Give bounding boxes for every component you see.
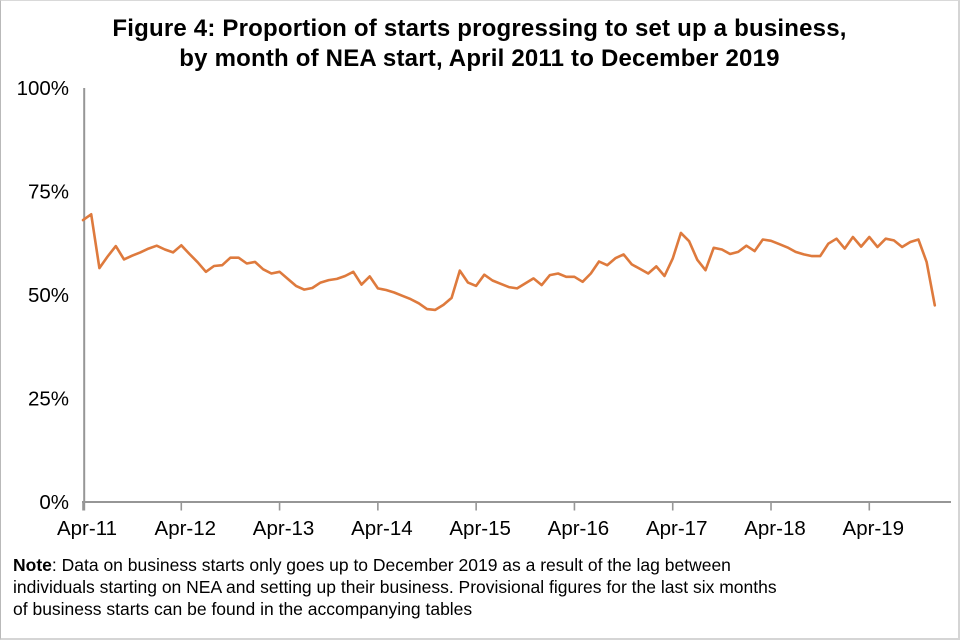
y-tick-label: 0% [39, 491, 69, 514]
chart-title-line2: by month of NEA start, April 2011 to Dec… [179, 45, 780, 72]
x-tick-label: Apr-18 [744, 517, 806, 540]
x-tick-label: Apr-16 [548, 517, 610, 540]
x-tick-label: Apr-14 [351, 517, 413, 540]
data-line-proportion-of-starts [81, 213, 937, 312]
x-tick-label: Apr-11 [57, 517, 117, 540]
y-tick-label: 75% [28, 181, 69, 204]
x-tick-label: Apr-15 [449, 517, 511, 540]
x-tick-label: Apr-19 [843, 517, 905, 540]
y-tick-label: 50% [28, 284, 69, 307]
note-line-2: individuals starting on NEA and setting … [13, 577, 777, 597]
note-line-1: Note: Data on business starts only goes … [13, 554, 777, 576]
x-tick-label: Apr-17 [646, 517, 708, 540]
y-tick-label: 100% [17, 77, 69, 100]
note-line-1-text: : Data on business starts only goes up t… [51, 555, 731, 575]
chart-title: Figure 4: Proportion of starts progressi… [1, 14, 958, 74]
x-tick-label: Apr-12 [155, 517, 217, 540]
y-tick-label: 25% [28, 388, 69, 411]
chart-title-line1: Figure 4: Proportion of starts progressi… [112, 15, 847, 42]
note-line-3: of business starts can be found in the a… [13, 599, 473, 619]
note-label: Note [13, 555, 52, 575]
x-tick-label: Apr-13 [253, 517, 315, 540]
chart-note: Note: Data on business starts only goes … [13, 554, 777, 620]
